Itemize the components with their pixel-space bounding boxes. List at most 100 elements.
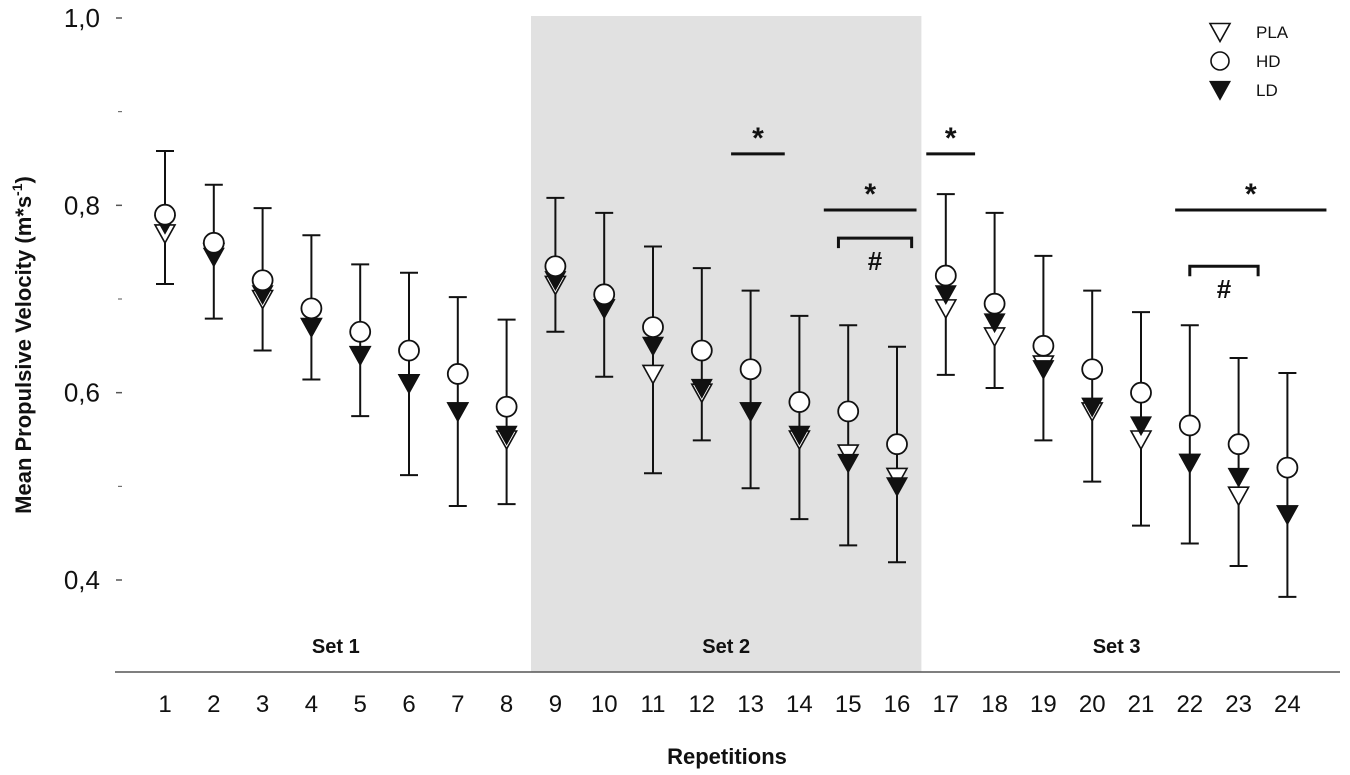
marker-hd (983, 292, 1006, 315)
set-label: Set 1 (312, 636, 360, 658)
significance-annotations: * * * # * # (731, 122, 1327, 304)
significance-hash: # (1217, 274, 1232, 304)
marker-hd (788, 391, 811, 413)
legend-label-hd: HD (1256, 52, 1281, 71)
marker-ld (1227, 467, 1250, 488)
marker-hd (1081, 358, 1104, 381)
marker-hd (593, 283, 616, 306)
marker-ld (837, 453, 860, 474)
y-axis-title: Mean Propulsive Velocity (m*s-1) (9, 176, 36, 514)
set-labels: Set 1 Set 2 Set 3 (312, 636, 1141, 658)
x-tick-label: 10 (591, 691, 618, 718)
marker-hd (154, 203, 176, 226)
marker-hd (251, 269, 274, 292)
marker-hd (202, 231, 225, 254)
set-label: Set 2 (702, 636, 750, 658)
legend: PLA HD LD (1208, 22, 1289, 101)
marker-ld (1178, 453, 1201, 474)
significance-star: * (864, 178, 876, 211)
x-tick-label: 12 (688, 691, 715, 718)
y-tick-label: 0,4 (64, 565, 100, 595)
x-tick-label: 17 (932, 691, 959, 718)
x-tick-label: 5 (354, 691, 367, 718)
set-2-shaded-region (531, 16, 922, 672)
marker-ld (690, 378, 713, 399)
marker-hd (837, 400, 860, 423)
marker-hd (1178, 414, 1201, 437)
significance-star: * (1245, 178, 1257, 211)
x-tick-label: 22 (1176, 691, 1203, 718)
marker-hd (739, 358, 762, 381)
y-axis-title-close: ) (11, 176, 36, 183)
marker-hd (690, 339, 713, 362)
legend-label-ld: LD (1256, 81, 1278, 100)
x-tick-label: 23 (1225, 691, 1252, 718)
marker-ld (349, 346, 372, 366)
x-tick-label: 8 (500, 691, 513, 718)
significance-hash: # (868, 246, 883, 276)
significance-bracket (836, 236, 914, 249)
legend-marker-ld (1208, 80, 1232, 101)
x-tick-label: 13 (737, 691, 764, 718)
x-tick-label: 11 (641, 691, 666, 718)
y-axis: 1,0 0,8 0,6 0,4 (64, 3, 122, 595)
marker-ld (739, 402, 762, 423)
y-tick-label: 1,0 (64, 3, 100, 33)
y-tick-label: 0,8 (64, 190, 100, 220)
marker-ld (1276, 505, 1299, 526)
y-tick-label: 0,6 (64, 378, 100, 408)
x-tick-label: 9 (549, 691, 562, 718)
marker-ld (446, 402, 469, 423)
x-tick-label: 1 (158, 691, 171, 718)
marker-ld (300, 318, 323, 338)
x-tick-label: 3 (256, 691, 269, 718)
legend-marker-pla (1208, 22, 1232, 44)
marker-ld (1081, 397, 1104, 418)
x-tick-label: 15 (835, 691, 862, 718)
marker-hd (544, 255, 567, 278)
marker-hd (1130, 381, 1152, 404)
significance-bracket (1188, 264, 1260, 277)
marker-pla (641, 364, 665, 386)
marker-hd (495, 395, 518, 418)
marker-hd (398, 339, 420, 362)
marker-ld (1032, 360, 1055, 380)
x-tick-label: 24 (1274, 691, 1301, 718)
x-tick-label: 14 (786, 691, 813, 718)
x-tick-label: 20 (1079, 691, 1106, 718)
y-axis-title-main: Mean Propulsive Velocity (m*s (11, 196, 36, 514)
x-tick-label: 4 (305, 691, 318, 718)
x-tick-label: 2 (207, 691, 220, 718)
marker-hd (886, 433, 908, 456)
y-axis-title-superscript: -1 (9, 183, 25, 196)
x-tick-label: 6 (402, 691, 415, 718)
x-tick-label: 21 (1128, 691, 1155, 718)
x-tick-label: 7 (451, 691, 464, 718)
marker-hd (300, 297, 323, 320)
marker-ld (1129, 416, 1153, 437)
marker-ld (397, 374, 421, 395)
marker-hd (1276, 456, 1299, 479)
data-markers (153, 203, 1299, 526)
marker-hd (446, 363, 469, 385)
x-axis-title: Repetitions (667, 744, 787, 769)
marker-hd (1032, 334, 1055, 357)
marker-hd (349, 320, 372, 343)
legend-marker-hd (1210, 51, 1230, 71)
significance-star: * (752, 122, 764, 155)
marker-hd (1227, 433, 1250, 456)
x-tick-label: 18 (981, 691, 1008, 718)
marker-ld (495, 425, 518, 446)
marker-pla (1227, 486, 1250, 507)
x-tick-label: 16 (884, 691, 911, 718)
marker-ld (885, 477, 909, 498)
legend-label-pla: PLA (1256, 23, 1289, 42)
x-tick-label: 19 (1030, 691, 1057, 718)
marker-hd (934, 264, 957, 287)
marker-ld (788, 425, 811, 446)
marker-hd (642, 316, 664, 339)
significance-star: * (945, 122, 957, 155)
x-tick-labels: 1 2 3 4 5 6 7 8 9 10 11 12 13 14 15 16 17 18 19 20 21 22 23 24 (158, 691, 1300, 718)
set-label: Set 3 (1093, 636, 1141, 658)
